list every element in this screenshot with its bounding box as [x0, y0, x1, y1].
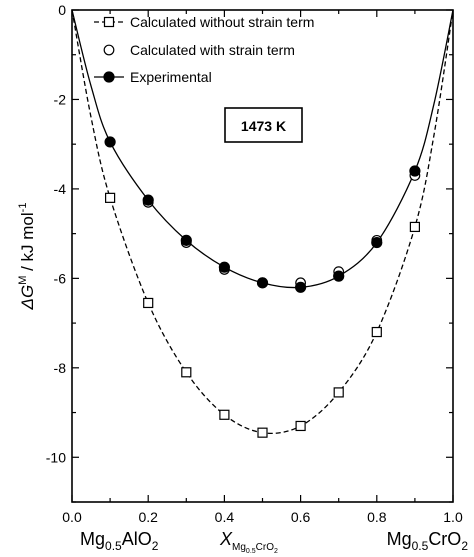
y-tick-label: -10: [46, 449, 66, 465]
point-experimental: [104, 136, 116, 148]
point-experimental: [256, 277, 269, 289]
legend-marker-open-circle: [103, 44, 115, 56]
x-axis-label: XMg0.5CrO2: [219, 529, 278, 555]
point-without-strain: [219, 409, 230, 420]
point-without-strain: [333, 387, 344, 398]
markers-layer: [104, 136, 421, 438]
x-tick-label: 0.0: [62, 509, 82, 525]
point-without-strain: [104, 192, 116, 203]
y-tick-label: -6: [54, 270, 67, 286]
x-tick-label: 0.8: [367, 509, 387, 525]
point-experimental: [409, 165, 421, 177]
legend: Calculated without strain term Calculated…: [94, 14, 314, 85]
legend-marker-filled-circle: [103, 71, 115, 83]
x-tick-label: 0.6: [291, 509, 311, 525]
legend-label: Calculated with strain term: [130, 42, 295, 58]
point-without-strain: [143, 297, 154, 309]
y-tick-label: -4: [54, 181, 67, 197]
annotation-box: [224, 107, 303, 143]
y-tick-label: -8: [54, 360, 67, 376]
y-tick-label: 0: [58, 2, 66, 18]
y-tick-label: -2: [54, 91, 67, 107]
x-end-label-left: Mg0.5AlO2: [80, 529, 159, 553]
point-without-strain: [371, 326, 382, 338]
x-tick-label: 1.0: [443, 509, 463, 525]
legend-marker-square: [103, 16, 115, 28]
labels-layer: 0 -2 -4 -6 -8 -10 0.0 0.2 0.4 0.6 0.8 1.0 1473 K ΔGM …: [17, 2, 468, 555]
y-axis-label: ΔGM / kJ mol-1: [17, 203, 37, 311]
axes-layer: [71, 9, 454, 503]
legend-label: Experimental: [130, 69, 212, 85]
point-experimental: [180, 234, 192, 246]
point-experimental: [333, 270, 345, 282]
point-experimental: [142, 194, 154, 206]
x-end-label-right: Mg0.5CrO2: [387, 529, 469, 553]
point-experimental: [295, 281, 307, 293]
point-experimental: [371, 236, 383, 249]
point-without-strain: [409, 221, 420, 233]
point-without-strain: [295, 420, 306, 432]
annotation-temperature: 1473 K: [241, 118, 286, 134]
x-tick-label: 0.4: [215, 509, 235, 525]
point-without-strain: [257, 427, 268, 438]
point-without-strain: [181, 367, 192, 378]
x-tick-label: 0.2: [138, 509, 158, 525]
legend-label: Calculated without strain term: [130, 14, 314, 30]
point-experimental: [218, 261, 230, 273]
